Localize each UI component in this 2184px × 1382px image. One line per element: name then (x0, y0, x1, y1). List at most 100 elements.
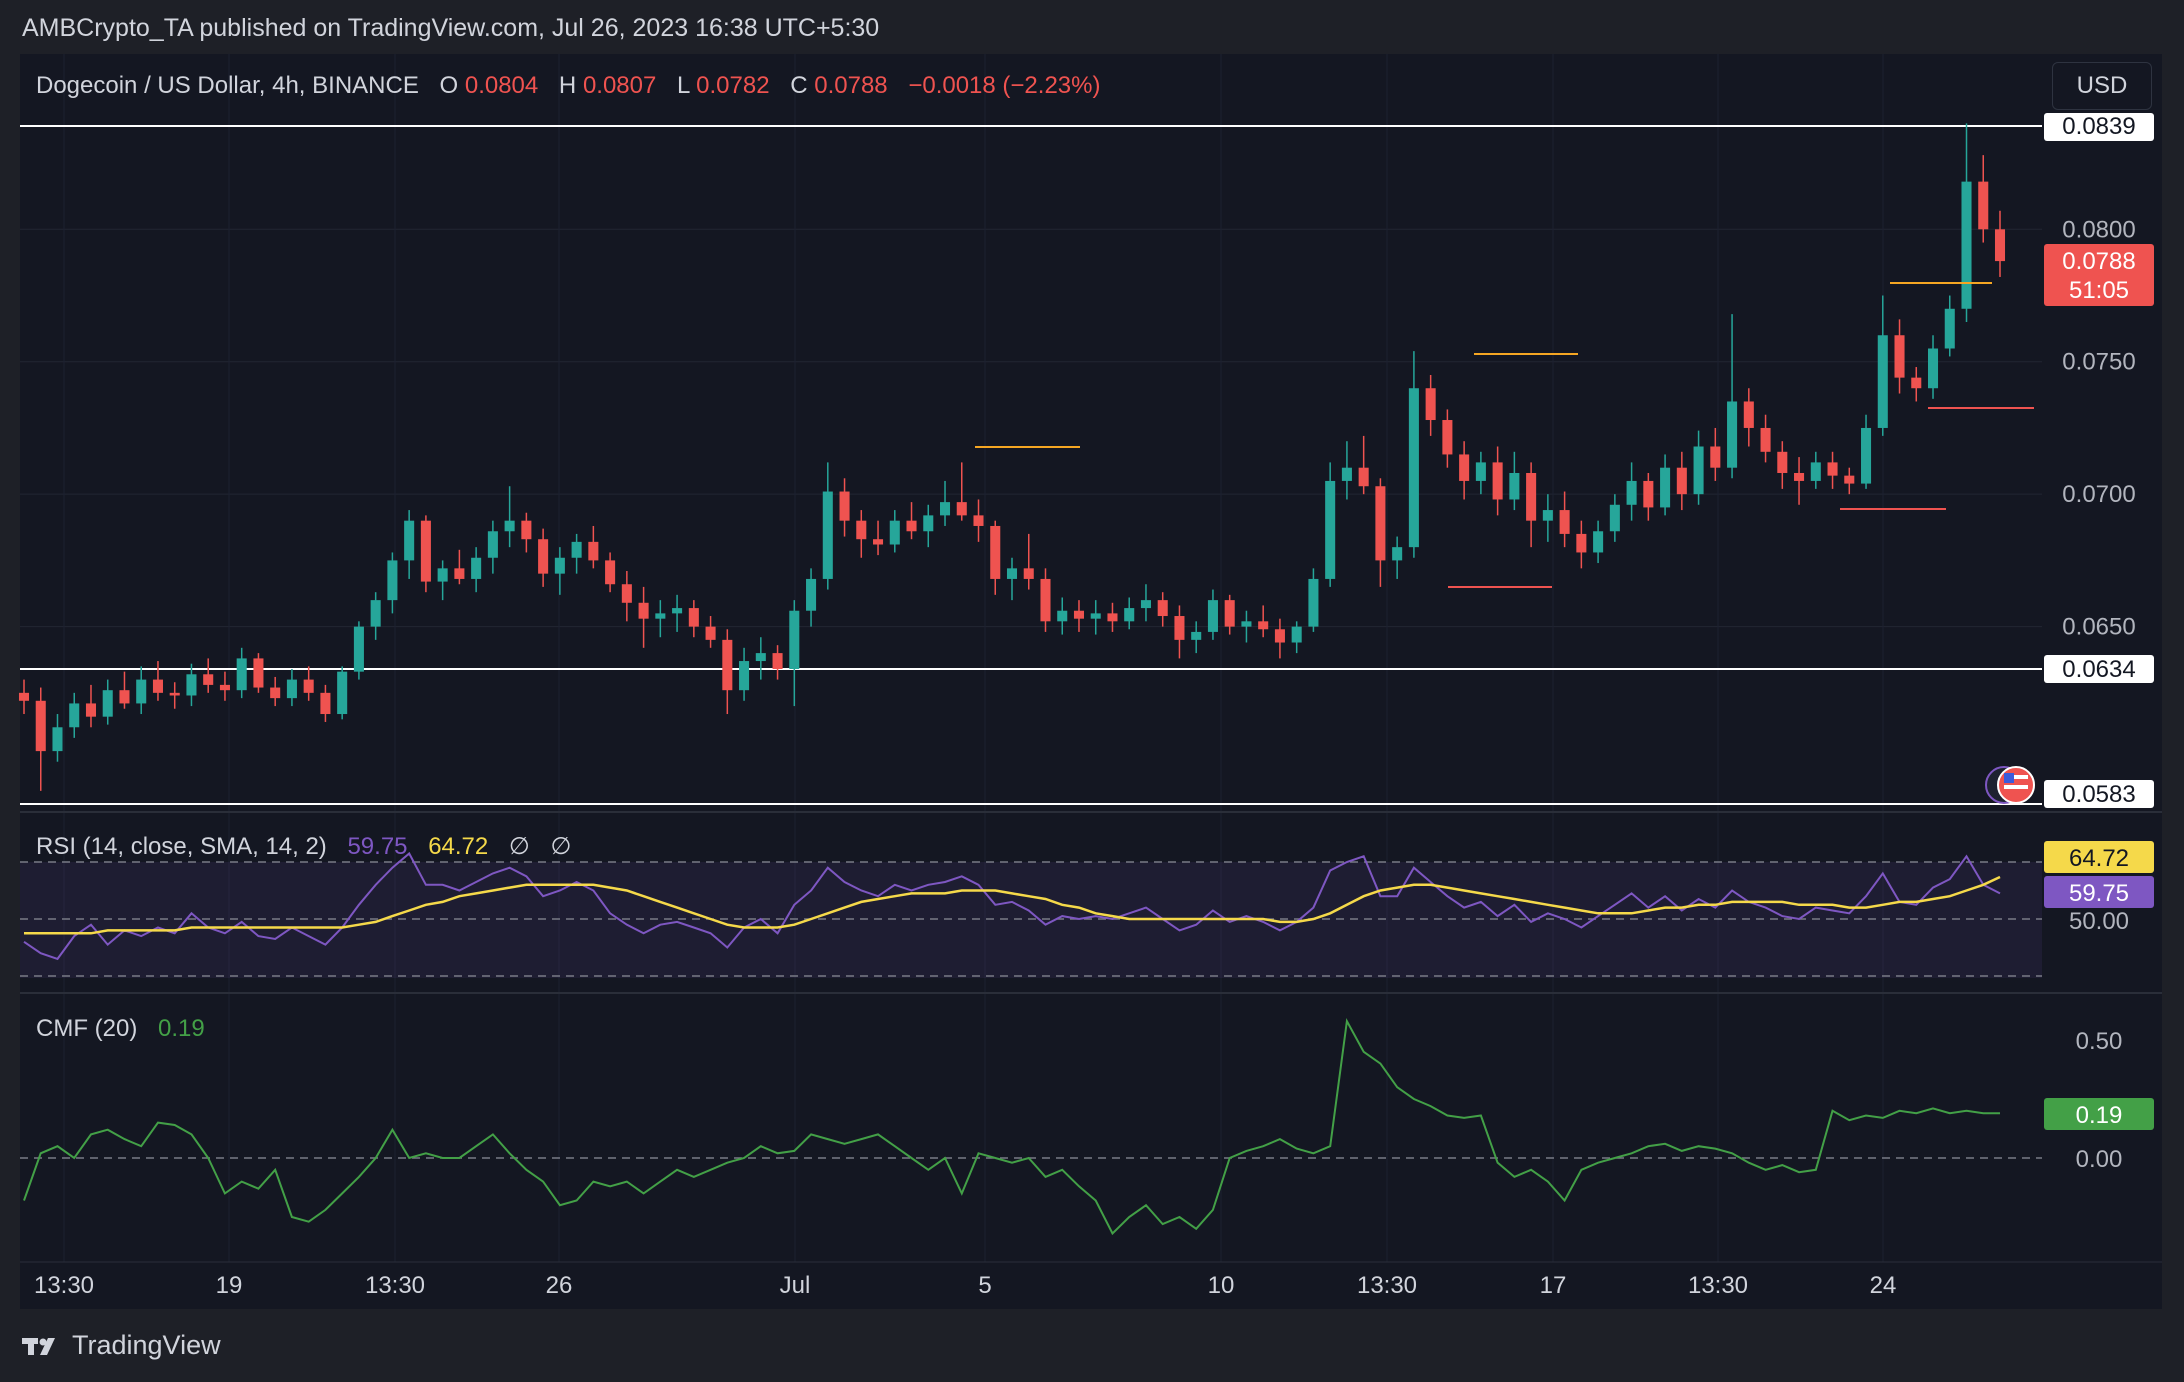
price-badge-value: 0.0788 (2062, 248, 2135, 275)
candle-body (353, 626, 364, 672)
rsi-sma-badge (2044, 841, 2154, 873)
us-flag-canton-icon (2004, 773, 2014, 783)
time-tick-label: 24 (1870, 1272, 1897, 1299)
cmf-title: CMF (20) (36, 1015, 137, 1042)
candle-body (1408, 388, 1419, 548)
price-badge-countdown: 51:05 (2069, 277, 2129, 304)
candle-body (571, 541, 582, 558)
rsi-na-2: ∅ (551, 833, 572, 860)
price-tick-label: 0.0700 (2062, 481, 2135, 508)
rsi-axis-tick: 50.00 (2069, 908, 2129, 935)
candle-body (990, 525, 1001, 579)
candle-body (1308, 578, 1319, 627)
candle-body (1509, 472, 1520, 500)
candle-body (1057, 610, 1068, 622)
candle-body (638, 602, 649, 619)
rsi-line (23, 851, 2001, 961)
candle-body (1861, 427, 1872, 484)
tradingview-logo-icon (22, 1337, 55, 1355)
cmf-legend[interactable]: CMF (20) 0.19 (36, 1015, 205, 1042)
close-label: C (790, 72, 807, 99)
candle-body (1191, 631, 1202, 640)
time-tick-label: 17 (1540, 1272, 1567, 1299)
candle-body (35, 700, 46, 752)
candle-body (1040, 578, 1051, 622)
candle-body (270, 687, 281, 699)
candle-body (806, 578, 817, 611)
time-axis[interactable]: 13:30 19 13:30 26 Jul 5 10 13:30 17 13:30 24 (34, 1272, 1896, 1299)
candle-body (253, 658, 264, 688)
candle-body (18, 692, 30, 701)
candle-body (1727, 401, 1738, 468)
symbol-legend[interactable]: Dogecoin / US Dollar, 4h, BINANCE O 0.08… (36, 72, 1100, 99)
candle-body (1643, 480, 1654, 508)
support-low-label-bg (2044, 780, 2154, 808)
candle-body (1693, 446, 1704, 495)
rsi-title: RSI (14, close, SMA, 14, 2) (36, 833, 327, 860)
candle-body (1576, 533, 1587, 553)
candle-body (1961, 181, 1972, 309)
open-label: O (440, 72, 459, 99)
high-label: H (559, 72, 576, 99)
candle-body (973, 515, 984, 526)
candle-body (1927, 348, 1939, 389)
cmf-axis-tick: 0.50 (2076, 1028, 2123, 1055)
us-flag-stripe-icon (2004, 785, 2028, 789)
candle-body (856, 520, 867, 540)
candle-body (1442, 420, 1453, 455)
publisher-credit: AMBCrypto_TA published on TradingView.co… (22, 14, 880, 42)
candlestick-series (18, 123, 2006, 791)
candle-body (739, 661, 750, 691)
candle-body (1090, 613, 1101, 619)
currency-button[interactable]: USD (2052, 62, 2152, 110)
candle-body (320, 692, 331, 715)
candle-body (136, 679, 147, 704)
candle-body (102, 690, 113, 717)
time-tick-label: 19 (216, 1272, 243, 1299)
candle-body (621, 584, 632, 603)
support-mid-label: 0.0634 (2062, 656, 2135, 683)
change-value: −0.0018 (−2.23%) (908, 72, 1100, 99)
candle-body (1375, 486, 1386, 561)
candle-body (186, 674, 197, 696)
high-value: 0.0807 (583, 72, 656, 99)
candle-body (1107, 613, 1118, 622)
candle-body (504, 520, 515, 532)
candle-body (1157, 600, 1168, 617)
price-badge (2044, 244, 2154, 306)
time-tick-label: 13:30 (365, 1272, 425, 1299)
candle-body (1743, 401, 1754, 428)
price-grid (20, 54, 2042, 1262)
candle-body (1241, 621, 1252, 627)
candle-body (236, 658, 247, 691)
low-value: 0.0782 (696, 72, 769, 99)
candle-body (454, 568, 465, 579)
candle-body (1392, 547, 1403, 561)
us-flag-stripe-icon (2004, 775, 2028, 779)
candle-body (1559, 510, 1570, 534)
candle-body (1325, 480, 1336, 579)
cmf-legend-value: 0.19 (158, 1015, 205, 1042)
candle-body (688, 608, 699, 627)
candle-body (1425, 388, 1436, 421)
price-axis[interactable]: 0.0650 0.0700 0.0750 0.0800 (2062, 216, 2135, 640)
open-value: 0.0804 (465, 72, 538, 99)
tradingview-brand: TradingView (72, 1330, 221, 1360)
candle-body (1207, 600, 1218, 632)
candle-body (1944, 308, 1955, 349)
candle-body (1542, 510, 1553, 521)
candle-body (672, 608, 683, 614)
candle-body (1124, 608, 1135, 622)
footer-brand[interactable]: TradingView (22, 1330, 221, 1361)
candle-body (1978, 181, 1989, 230)
chart-panel (20, 54, 2162, 1309)
candle-body (387, 560, 398, 601)
candle-body (437, 568, 448, 582)
candle-body (169, 692, 180, 696)
price-tick-label: 0.0750 (2062, 349, 2135, 376)
time-tick-label: 13:30 (1357, 1272, 1417, 1299)
price-tick-label: 0.0800 (2062, 216, 2135, 243)
candle-body (1274, 629, 1285, 643)
rsi-legend[interactable]: RSI (14, close, SMA, 14, 2) 59.75 64.72 … (36, 833, 571, 860)
